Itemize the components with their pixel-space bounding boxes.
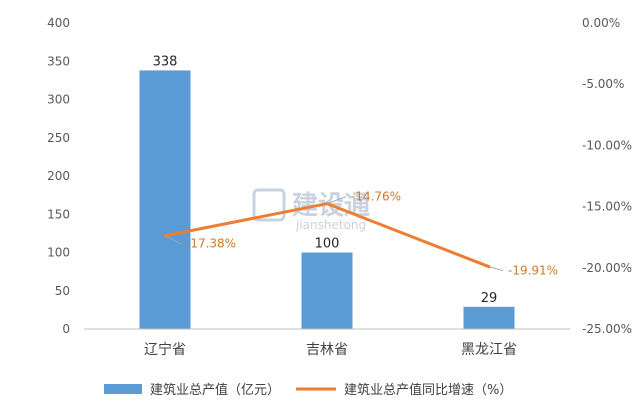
category-label: 黑龙江省 [461, 342, 517, 358]
watermark-logo-icon [252, 188, 286, 222]
watermark-subtext: jianshetong [295, 218, 366, 232]
legend: 建筑业总产值（亿元） 建筑业总产值同比增速（%） [104, 382, 512, 398]
leader-line [488, 266, 504, 272]
legend-bar-label: 建筑业总产值（亿元） [150, 382, 280, 398]
left-axis-tick-label: 50 [55, 284, 70, 298]
bar [139, 70, 191, 330]
left-axis-tick-label: 300 [47, 93, 70, 107]
bar-data-label: 29 [481, 291, 498, 306]
line-data-label: -19.91% [508, 264, 558, 278]
right-axis-tick-label: 0.00% [582, 16, 620, 30]
category-label: 辽宁省 [144, 341, 186, 358]
leader-line [164, 235, 182, 245]
legend-line-label: 建筑业总产值同比增速（%） [344, 382, 512, 398]
line-data-label: -17.38% [186, 237, 236, 251]
line-data-label: -14.76% [351, 190, 401, 204]
bar [463, 306, 515, 329]
category-label: 吉林省 [306, 342, 348, 358]
right-axis-tick-label: -20.00% [582, 261, 632, 275]
left-axis-tick-label: 100 [47, 246, 70, 260]
left-axis-tick-label: 150 [47, 207, 70, 221]
right-axis-tick-label: -25.00% [582, 322, 632, 336]
left-axis-tick-label: 400 [47, 16, 70, 30]
left-axis-tick-label: 0 [62, 322, 70, 336]
right-axis-tick-label: -10.00% [582, 138, 632, 152]
bar-data-label: 338 [153, 54, 178, 69]
bar-data-label: 100 [315, 237, 340, 252]
right-axis-tick-label: -5.00% [582, 77, 624, 91]
legend-bar-swatch [104, 384, 142, 394]
right-axis-tick-label: -15.00% [582, 200, 632, 214]
left-axis-tick-label: 200 [47, 169, 70, 183]
bar [301, 252, 353, 329]
leader-line [326, 196, 347, 205]
left-axis-tick-label: 350 [47, 54, 70, 68]
left-axis-tick-label: 250 [47, 131, 70, 145]
